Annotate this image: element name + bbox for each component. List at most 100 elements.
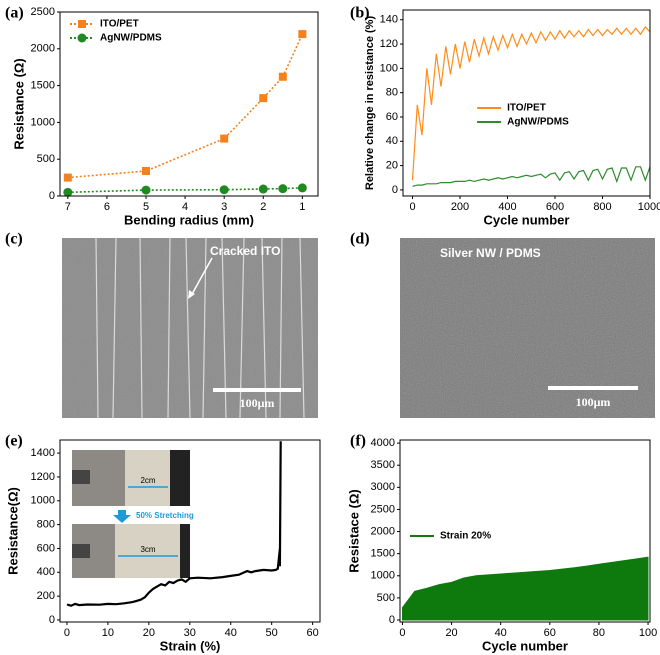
y-tick-label: 1500 <box>371 548 395 560</box>
y-tick-label: 120 <box>380 38 398 50</box>
y-tick-label: 2000 <box>371 525 395 537</box>
x-tick-label: 60 <box>544 627 556 639</box>
x-tick-label: 800 <box>593 201 611 213</box>
x-tick-label: 80 <box>593 627 605 639</box>
legend-marker <box>78 20 86 28</box>
marker <box>298 30 307 39</box>
panel-label: (b) <box>350 5 370 22</box>
x-tick-label: 40 <box>495 627 507 639</box>
x-tick-label: 20 <box>143 627 155 639</box>
x-tick-label: 60 <box>307 627 319 639</box>
x-axis-label: Strain (%) <box>160 638 221 653</box>
x-tick-label: 40 <box>225 627 237 639</box>
scale-bar-label: 100μm <box>576 395 611 409</box>
panel-label: (d) <box>350 231 370 248</box>
plot-area <box>66 441 282 607</box>
y-tick-label: 1400 <box>31 447 55 459</box>
y-tick-label: 3500 <box>371 459 395 471</box>
x-axis-label: Cycle number <box>484 212 570 227</box>
y-tick-label: 200 <box>37 590 55 602</box>
panel-label: (c) <box>5 231 23 248</box>
x-tick-label: 0 <box>64 627 70 639</box>
x-tick-label: 7 <box>65 201 71 213</box>
frame <box>59 439 321 623</box>
line <box>67 33 304 179</box>
sem-image-c: Cracked ITO 100μm (c) <box>5 231 318 419</box>
x-tick-label: 0 <box>409 201 415 213</box>
line <box>412 166 650 187</box>
y-tick-label: 1200 <box>31 471 55 483</box>
x-tick-label: 4 <box>182 201 188 213</box>
chart: (b) Cycle number Relative change in resist… <box>350 5 660 228</box>
x-tick-label: 600 <box>546 201 564 213</box>
y-tick-label: 0 <box>49 190 55 202</box>
inset-photos: 2cm 50% Stretching 3cm <box>72 450 194 578</box>
panel-label: (f) <box>350 433 366 450</box>
y-axis-label: Relative change in resistance (%) <box>364 16 376 191</box>
frame <box>399 439 651 623</box>
legend-marker <box>77 33 87 43</box>
y-tick-label: 2500 <box>31 6 55 18</box>
y-tick-label: 140 <box>380 14 398 26</box>
x-tick-label: 10 <box>102 627 114 639</box>
inset-label: 50% Stretching <box>136 511 194 520</box>
x-tick-label: 2 <box>260 201 266 213</box>
inset-label: 2cm <box>140 476 155 485</box>
y-tick-label: 1000 <box>31 495 55 507</box>
y-tick-label: 1000 <box>31 116 55 128</box>
y-tick-label: 400 <box>37 566 55 578</box>
y-tick-label: 500 <box>377 592 395 604</box>
y-tick-label: 1500 <box>31 80 55 92</box>
y-tick-label: 40 <box>386 135 398 147</box>
legend-label: Strain 20% <box>440 531 491 542</box>
plot-area <box>67 33 304 194</box>
plot-area <box>411 26 650 187</box>
marker <box>63 173 72 182</box>
panel-label: (a) <box>5 5 24 22</box>
y-tick-label: 3000 <box>371 481 395 493</box>
y-axis-label: Resistace (Ω) <box>346 489 361 572</box>
y-tick-label: 2000 <box>31 43 55 55</box>
inset-label: 3cm <box>140 545 155 554</box>
line <box>66 441 282 607</box>
x-tick-label: 400 <box>498 201 516 213</box>
legend-label: AgNW/PDMS <box>100 33 162 44</box>
image-annotation: Cracked ITO <box>210 244 280 258</box>
y-tick-label: 100 <box>380 62 398 74</box>
frame <box>59 11 319 197</box>
y-tick-label: 0 <box>49 614 55 626</box>
scale-bar-label: 100μm <box>240 396 275 410</box>
x-tick-label: 30 <box>184 627 196 639</box>
legend-label: ITO/PET <box>100 19 139 30</box>
line <box>67 187 303 194</box>
marker <box>258 184 268 194</box>
y-tick-label: 2500 <box>371 503 395 515</box>
marker <box>63 187 73 197</box>
y-tick-label: 0 <box>389 614 395 626</box>
marker <box>219 185 229 195</box>
legend-label: AgNW/PDMS <box>507 117 569 128</box>
x-axis-label: Bending radius (mm) <box>124 212 254 227</box>
x-tick-label: 0 <box>399 627 405 639</box>
marker <box>142 166 150 175</box>
marker <box>220 134 229 143</box>
chart: (e)Strain (%)Resistance(Ω)02004006008001… <box>5 433 321 653</box>
y-tick-label: 60 <box>386 111 398 123</box>
y-tick-label: 0 <box>392 184 398 196</box>
area <box>402 556 649 621</box>
marker <box>278 184 288 194</box>
x-tick-label: 1000 <box>638 201 660 213</box>
y-tick-label: 600 <box>37 542 55 554</box>
y-tick-label: 1000 <box>371 570 395 582</box>
marker <box>278 72 287 81</box>
x-tick-label: 6 <box>104 201 110 213</box>
y-axis-label: Resistance (Ω) <box>11 58 26 149</box>
marker <box>141 185 151 195</box>
marker <box>297 183 307 193</box>
y-tick-label: 4000 <box>371 437 395 449</box>
line <box>411 26 650 181</box>
y-tick-label: 20 <box>386 160 398 172</box>
frame <box>402 9 651 197</box>
